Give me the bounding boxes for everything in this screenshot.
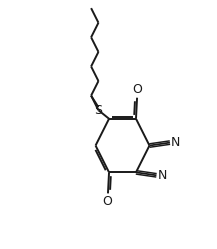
Text: O: O xyxy=(103,195,112,208)
Text: N: N xyxy=(171,136,181,149)
Text: S: S xyxy=(94,104,102,117)
Text: O: O xyxy=(133,83,142,96)
Text: N: N xyxy=(158,169,167,182)
